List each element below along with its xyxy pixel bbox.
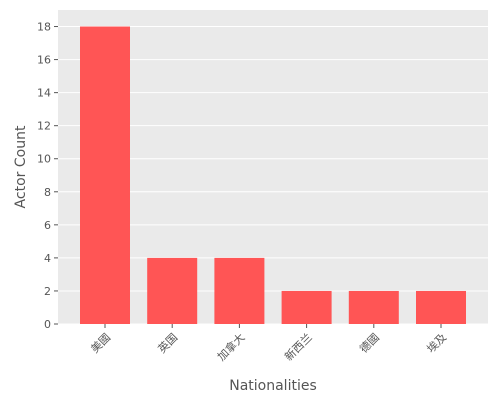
bars	[80, 26, 466, 325]
bar	[147, 257, 198, 324]
bar	[80, 26, 130, 325]
bar	[281, 290, 332, 324]
y-tick-label: 4	[44, 252, 51, 265]
bar	[214, 257, 265, 324]
x-tick-label: 德國	[356, 330, 381, 355]
x-tick-label: 埃及	[424, 330, 449, 355]
y-tick-label: 0	[44, 318, 51, 331]
y-tick-label: 18	[37, 21, 51, 34]
x-tick-label: 新西兰	[281, 330, 314, 363]
y-tick-label: 16	[37, 54, 51, 67]
y-tick-label: 10	[37, 153, 51, 166]
y-axis-ticks: 0 2 4 6 8 10 12 14 16 18	[37, 21, 58, 331]
x-axis-label: Nationalities	[229, 378, 317, 394]
y-tick-label: 14	[37, 87, 51, 100]
x-tick-label: 美國	[88, 331, 113, 356]
x-tick-label: 英国	[155, 330, 180, 355]
y-axis-label: Actor Count	[13, 125, 29, 208]
x-tick-label: 加拿大	[214, 330, 247, 363]
x-axis-ticks: 美國 英国 加拿大 新西兰 德國 埃及	[88, 324, 449, 363]
bar	[416, 290, 466, 324]
y-tick-label: 12	[37, 120, 51, 133]
bar	[348, 290, 399, 324]
y-tick-label: 6	[44, 219, 51, 232]
y-tick-label: 2	[44, 285, 51, 298]
y-tick-label: 8	[44, 186, 51, 199]
